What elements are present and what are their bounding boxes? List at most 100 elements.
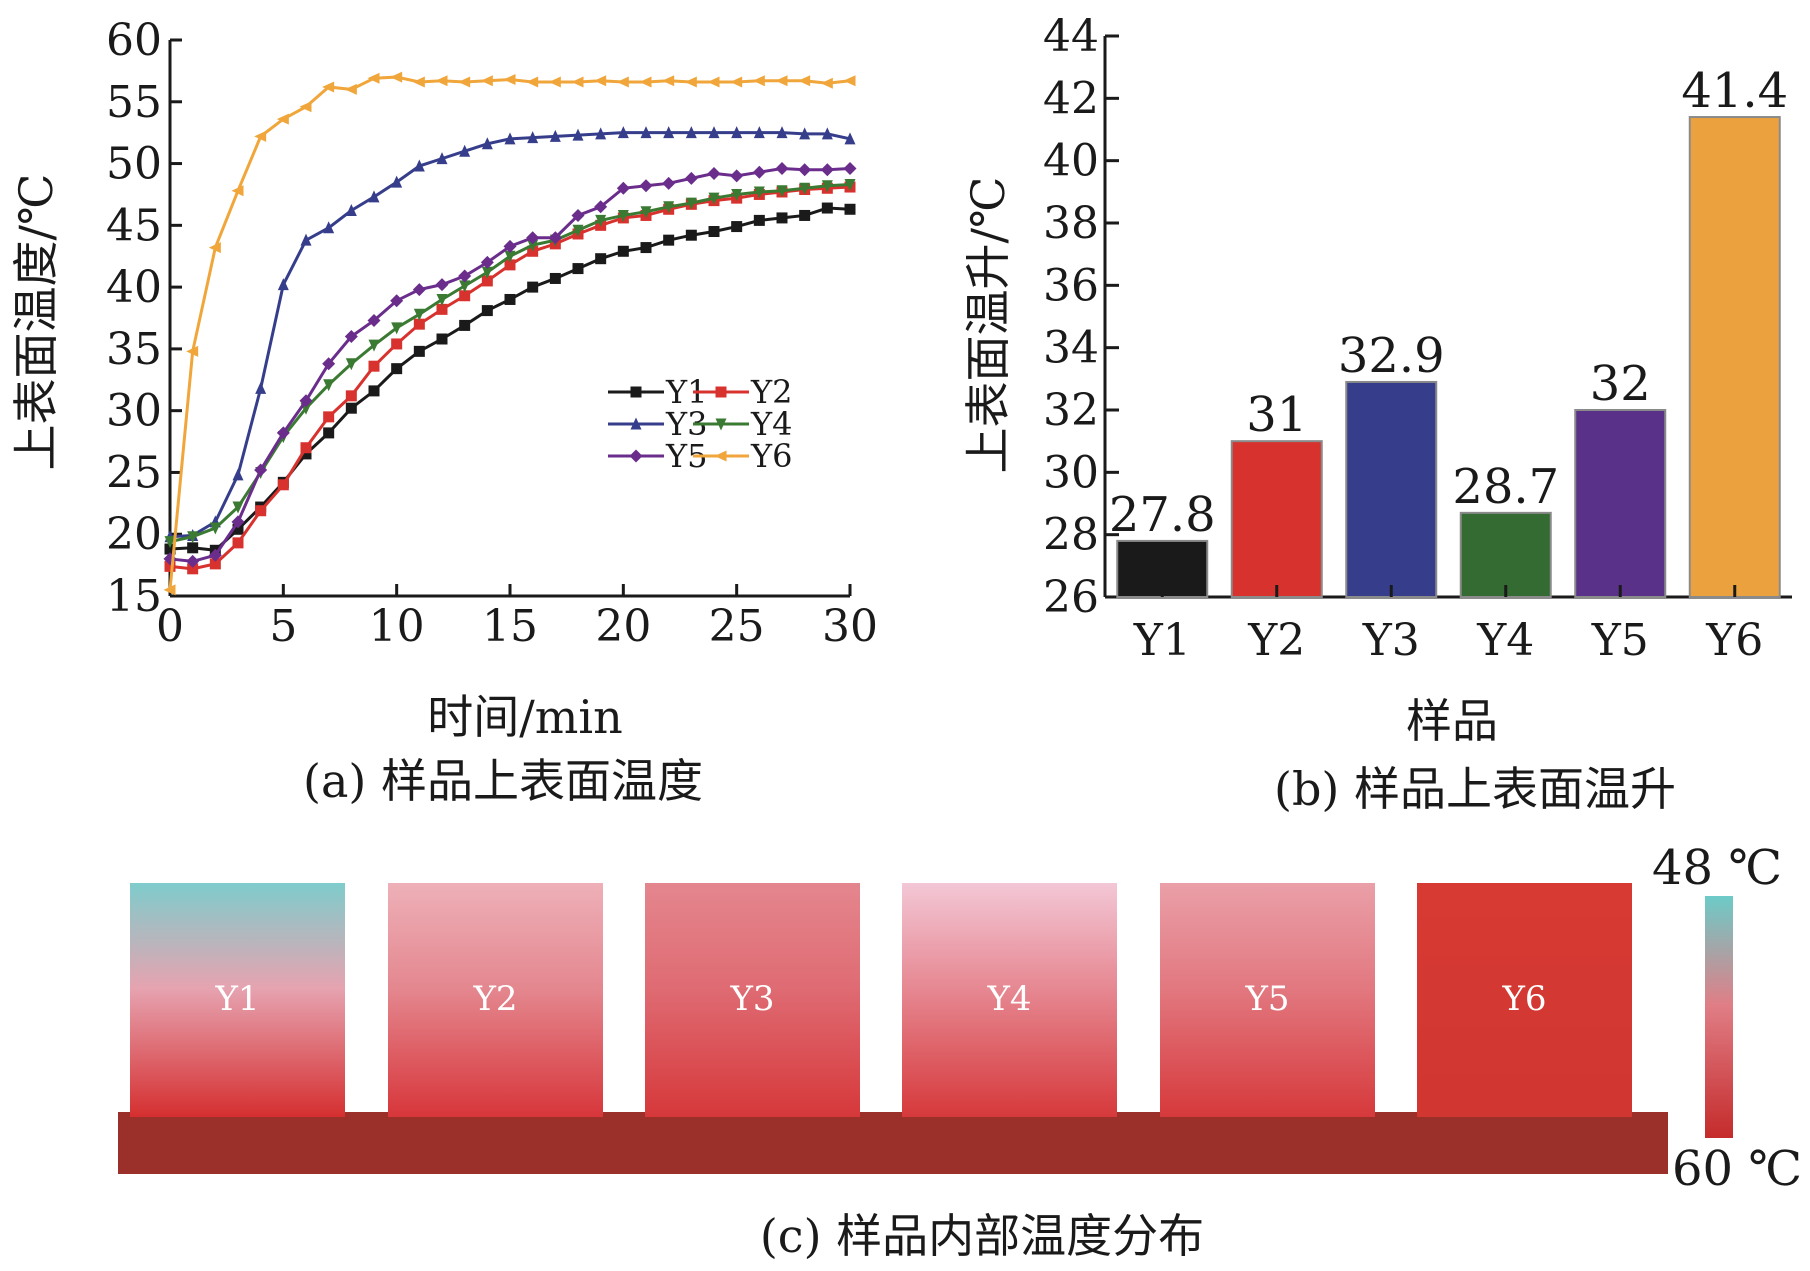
data-point-y2	[391, 338, 403, 350]
panel-a-series	[163, 71, 857, 596]
legend-label: Y6	[750, 437, 792, 475]
data-point-y1	[300, 448, 312, 460]
data-point-y3	[232, 468, 244, 481]
data-point-y3	[685, 126, 697, 139]
panel-b-bar-chart: 26 28 30 32 34 36 38 40 42 44 27.8 Y1 31 Y2 32.9 Y3 28.…	[961, 11, 1792, 816]
panel-b-x-tick-label: Y3	[1362, 615, 1420, 666]
data-point-y6	[163, 584, 176, 596]
data-point-y6	[775, 75, 788, 87]
data-point-y6	[458, 76, 471, 88]
bar-y2	[1230, 440, 1323, 598]
panel-a-y-tick-label: 40	[106, 262, 162, 313]
data-point-y5	[322, 357, 336, 371]
data-point-y3	[391, 175, 403, 188]
data-point-y6	[208, 242, 221, 254]
data-point-y1	[481, 305, 493, 317]
data-point-y4	[164, 536, 176, 549]
bar-value-label: 27.8	[1109, 487, 1216, 543]
block-y3: Y3	[645, 883, 860, 1117]
panel-a-y-tick-label: 30	[106, 386, 162, 437]
series-y5	[163, 161, 857, 568]
block-y2: Y2	[388, 883, 603, 1117]
series-y4	[164, 179, 856, 549]
panel-a-y-tick-label: 55	[106, 77, 162, 128]
data-point-y3	[504, 132, 516, 145]
legend-label: Y2	[750, 373, 792, 411]
data-point-y4	[821, 180, 833, 193]
panel-a-y-tick-label: 35	[106, 324, 162, 375]
legend-item-y2: Y2	[693, 373, 792, 411]
panel-a-y-tick-label: 20	[106, 509, 162, 560]
data-point-y4	[413, 308, 425, 321]
panel-b-axes	[1103, 36, 1792, 599]
data-point-y1	[731, 221, 743, 233]
data-point-y2	[209, 558, 221, 570]
data-point-y1	[232, 523, 244, 535]
scale-top-label: 48 ℃	[1652, 840, 1782, 896]
panel-b-y-tick-label: 28	[1043, 510, 1099, 561]
data-point-y5	[571, 208, 585, 222]
data-point-y6	[639, 76, 652, 88]
block-label: Y6	[1501, 979, 1546, 1019]
bar-group-y5: 32 Y5	[1574, 356, 1667, 666]
data-point-y3	[731, 126, 743, 139]
data-point-y4	[685, 197, 697, 210]
panel-a-x-tick-label: 0	[156, 601, 184, 652]
data-point-y4	[209, 522, 221, 535]
data-point-y2	[459, 290, 471, 302]
legend-marker	[630, 386, 642, 398]
panel-b-caption: (b) 样品上表面温升	[1274, 762, 1676, 816]
data-point-y1	[799, 209, 811, 221]
data-point-y3	[345, 204, 357, 217]
data-point-y5	[480, 255, 494, 269]
data-point-y4	[663, 201, 675, 214]
data-point-y1	[617, 245, 629, 257]
data-point-y1	[413, 345, 425, 357]
block-y1: Y1	[130, 883, 345, 1117]
data-point-y4	[368, 339, 380, 352]
data-point-y4	[345, 358, 357, 371]
panel-b-y-tick-label: 26	[1043, 572, 1099, 623]
data-point-y3	[617, 126, 629, 139]
panel-a-x-tick-label: 10	[369, 601, 425, 652]
series-line-y4	[169, 183, 851, 544]
data-point-y1	[164, 543, 176, 555]
panel-b-xlabel: 样品	[1406, 694, 1498, 748]
legend-item-y6: Y6	[693, 437, 792, 475]
data-point-y2	[300, 442, 312, 454]
legend-marker	[629, 449, 643, 463]
data-point-y3	[323, 221, 335, 234]
data-point-y5	[503, 239, 517, 253]
data-point-y5	[299, 394, 313, 408]
data-point-y6	[344, 83, 357, 95]
data-point-y4	[595, 214, 607, 227]
panel-b-bars: 27.8 Y1 31 Y2 32.9 Y3 28.7 Y4 32 Y5 41.4 Y6	[1109, 63, 1788, 666]
data-point-y6	[730, 76, 743, 88]
data-point-y1	[504, 293, 516, 305]
block-y4: Y4	[902, 883, 1117, 1117]
data-point-y2	[345, 390, 357, 402]
data-point-y1	[663, 234, 675, 246]
panel-a-x-tick-label: 20	[595, 601, 651, 652]
data-point-y5	[231, 515, 245, 529]
legend-marker	[630, 417, 642, 430]
panel-a-caption: (a) 样品上表面温度	[303, 754, 703, 808]
bar-y6	[1688, 116, 1781, 599]
series-y6	[163, 71, 856, 596]
data-point-y2	[413, 318, 425, 330]
data-point-y2	[323, 411, 335, 423]
data-point-y6	[798, 75, 811, 87]
data-point-y3	[527, 131, 539, 144]
data-point-y6	[186, 345, 199, 357]
data-point-y4	[731, 188, 743, 201]
data-point-y4	[572, 224, 584, 237]
panel-a-xlabel: 时间/min	[427, 690, 622, 744]
data-point-y6	[435, 75, 448, 87]
bar-y3	[1345, 380, 1438, 599]
data-point-y5	[707, 166, 721, 180]
bar-group-y2: 31 Y2	[1230, 387, 1323, 666]
data-point-y5	[752, 165, 766, 179]
data-point-y6	[571, 76, 584, 88]
data-point-y4	[459, 280, 471, 293]
